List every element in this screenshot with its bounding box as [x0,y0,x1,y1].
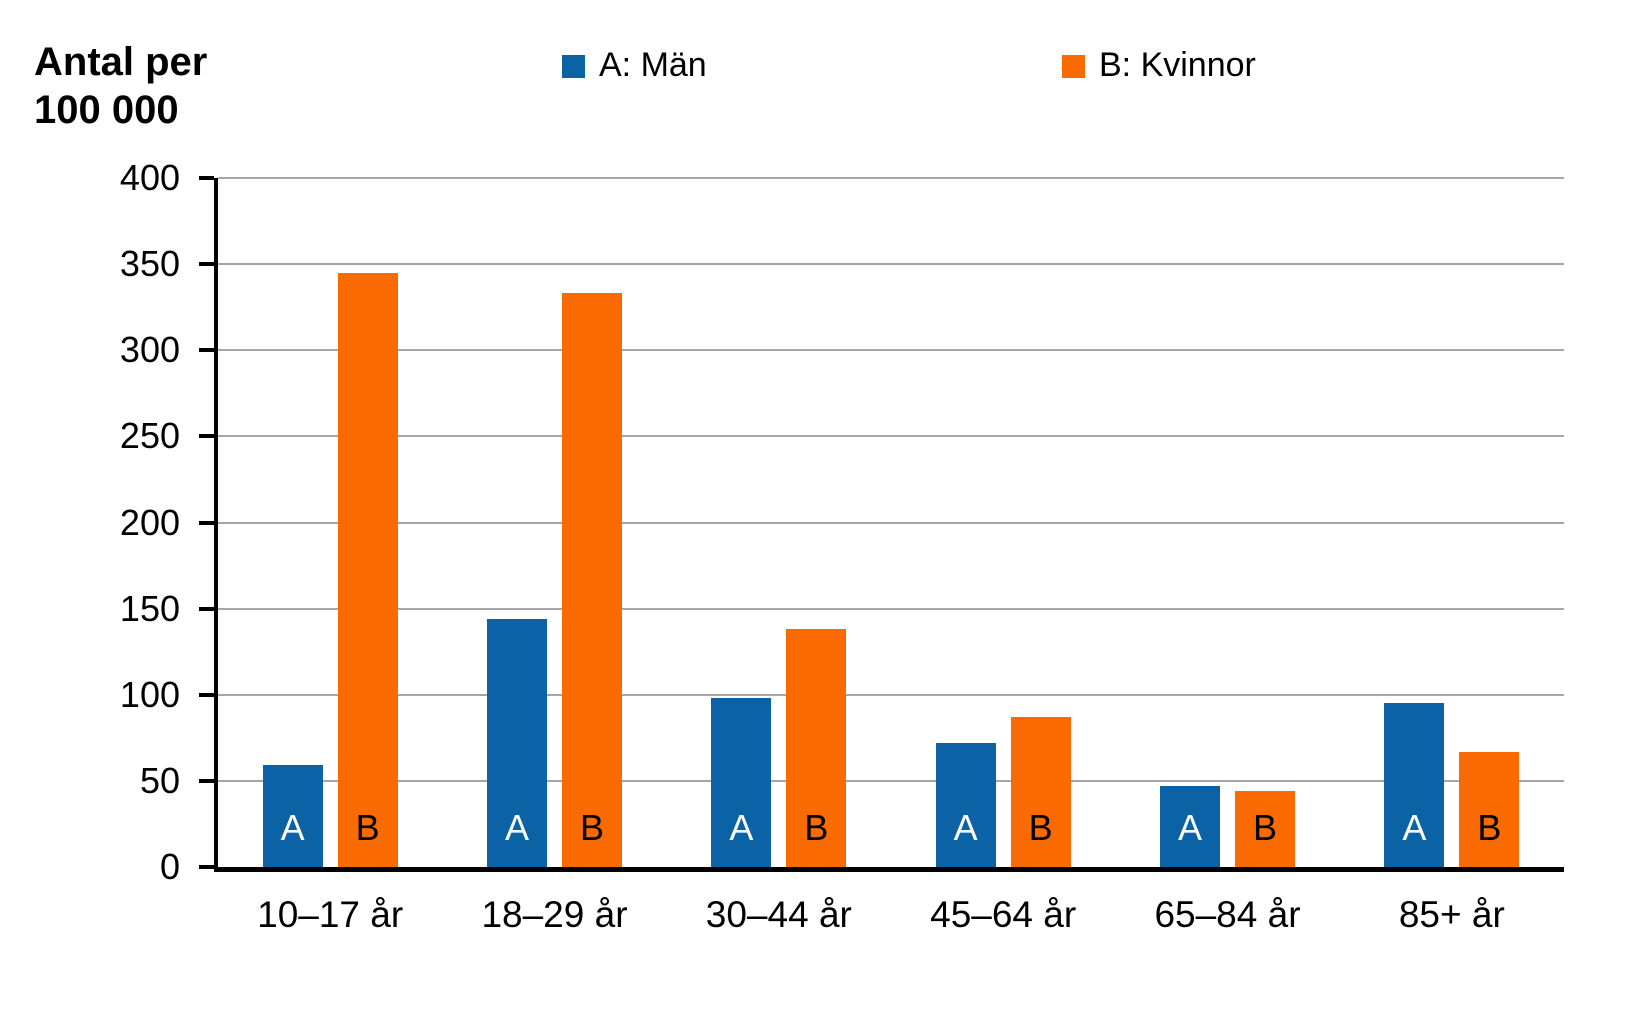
y-axis-tick [199,176,214,180]
bar-letter: B [1252,807,1277,848]
plot-area: 0 50 100 150 200 250 300 350 400 A B 10–17 år A B 18–2… [120,157,1564,935]
bar-man: A [935,743,996,867]
bar-man: A [487,619,547,867]
y-tick-label: 350 [119,243,180,285]
gridline [218,263,1564,266]
x-tick-label: 30–44 år [705,894,852,935]
series-a-swatch [562,54,585,78]
y-axis-title: Antal per 100 000 [34,38,207,134]
bar-letter: B [1477,807,1502,848]
bar-letter: A [1402,807,1427,848]
y-tick-label: 150 [119,587,180,629]
bar-man: A [711,698,772,867]
y-tick-label: 200 [119,501,180,543]
y-axis-title-line2: 100 000 [34,88,179,132]
legend-item-kvinnor: B: Kvinnor [1062,48,1256,82]
y-axis-tick [199,692,214,697]
bar-kvinnor: B [1459,752,1520,867]
y-axis [214,178,218,872]
y-axis-tick [199,865,214,869]
y-tick-label: 300 [119,329,180,371]
bar-man: A [262,765,323,867]
gridline [218,693,1564,696]
gridline [218,521,1564,524]
bar-letter: A [280,807,305,848]
y-tick-label: 100 [119,673,180,715]
gridline [218,607,1564,610]
y-axis-tick [199,778,214,783]
bar-letter: A [729,807,754,848]
x-axis [214,867,1564,872]
y-axis-tick [199,348,214,353]
legend-item-man: A: Män [562,48,707,82]
legend-label-kvinnor: B: Kvinnor [1099,46,1256,84]
x-tick-label: 18–29 år [481,894,628,935]
gridline [218,177,1564,179]
bar-man: A [1160,786,1220,867]
y-tick-label: 400 [119,157,180,198]
x-tick-label: 10–17 år [257,894,404,935]
bar-letter: B [1028,807,1053,848]
gridline [218,349,1564,352]
y-axis-tick [199,434,214,439]
bar-letter: B [579,807,604,848]
bar-letter: A [1177,807,1202,848]
bar-kvinnor: B [1235,791,1295,867]
x-tick-label: 45–64 år [930,894,1077,935]
series-b-swatch [1062,54,1085,78]
y-axis-tick [199,606,214,611]
bar-kvinnor: B [786,629,847,867]
y-axis-tick [199,262,214,267]
gridline [218,779,1564,782]
y-tick-label: 250 [119,415,180,457]
y-tick-label: 50 [139,759,180,801]
y-axis-title-line1: Antal per [34,40,208,84]
bar-man: A [1384,703,1445,867]
legend-label-man: A: Män [599,46,707,84]
gridline [218,435,1564,438]
bar-kvinnor: B [562,293,622,867]
bar-kvinnor: B [1010,717,1071,867]
bar-letter: A [953,807,978,848]
bar-letter: A [504,807,529,848]
x-tick-label: 85+ år [1398,894,1505,935]
x-tick-label: 65–84 år [1154,894,1301,935]
bar-letter: B [355,807,380,848]
y-tick-label: 0 [159,846,180,887]
y-axis-tick [199,520,214,525]
bar-letter: B [804,807,829,848]
bar-kvinnor: B [337,273,398,867]
